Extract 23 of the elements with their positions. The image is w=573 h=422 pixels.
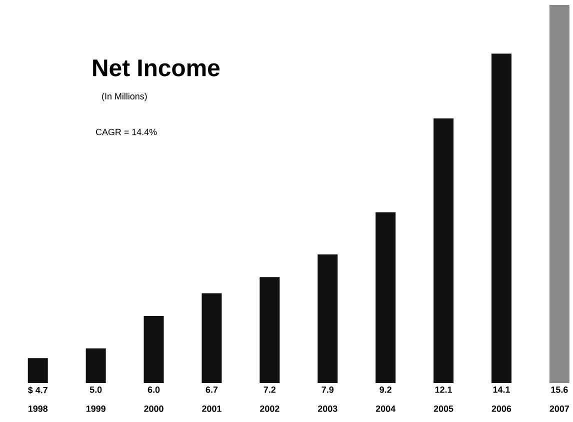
data-label: 7.2 [264,386,276,393]
data-label: 15.6 [551,386,568,393]
data-label: 12.1 [435,386,452,393]
x-tick-label: 2003 [318,406,338,412]
data-label: 6.7 [206,386,218,393]
data-label: 9.2 [380,386,392,393]
data-label: 14.1 [493,386,510,393]
x-tick-label: 1998 [28,406,48,412]
x-tick-label: 2007 [550,406,569,412]
x-tick-label: 2002 [260,406,280,412]
data-label: 5.0 [90,386,102,393]
data-label: 7.9 [322,386,334,393]
x-tick-label: 1999 [86,406,106,412]
x-tick-label: 2006 [492,406,512,412]
x-tick-label: 2000 [144,406,164,412]
x-tick-label: 2001 [202,406,222,412]
text: (In Millions) [102,92,147,102]
data-label: $ 4.7 [28,386,48,394]
x-tick-label: 2004 [376,406,396,412]
annotation: CAGR = 14.4% [96,128,157,136]
text: Net Income [93,60,220,76]
data-label: 6.0 [148,386,160,393]
x-tick-label: 2005 [434,406,454,412]
